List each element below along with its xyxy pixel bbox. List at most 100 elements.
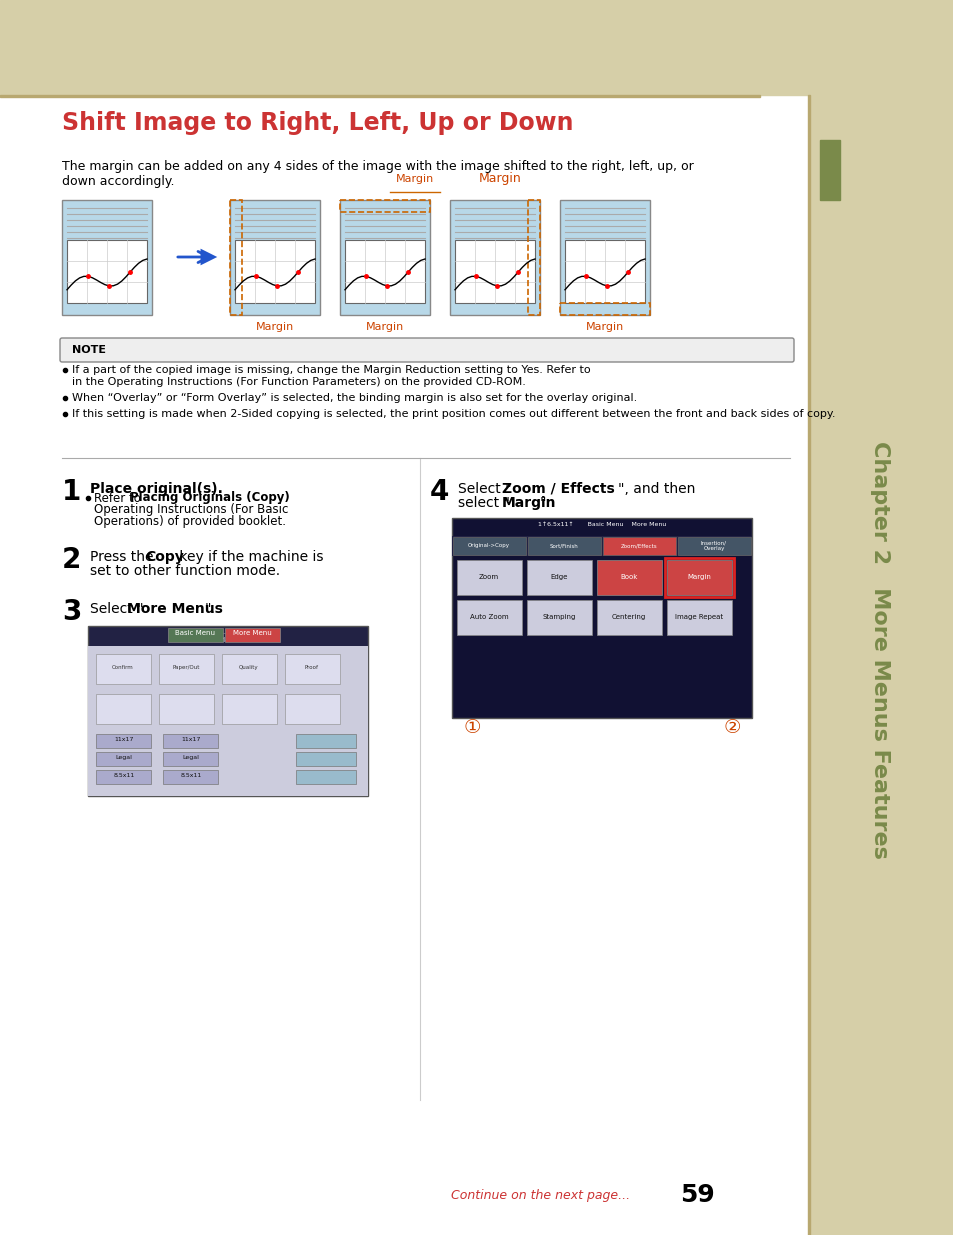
Text: 8.5x11: 8.5x11 bbox=[180, 773, 201, 778]
Bar bbox=[527, 200, 539, 315]
Text: Proof: Proof bbox=[305, 664, 318, 671]
Text: Paper/Out: Paper/Out bbox=[172, 664, 199, 671]
Text: Placing Originals (Copy): Placing Originals (Copy) bbox=[130, 492, 290, 505]
Bar bbox=[159, 694, 213, 724]
Text: 11x17: 11x17 bbox=[114, 737, 133, 742]
Bar bbox=[163, 769, 218, 784]
Text: Quality: Quality bbox=[239, 664, 258, 671]
Bar bbox=[664, 558, 733, 597]
Text: More Menus: More Menus bbox=[127, 601, 223, 616]
Bar bbox=[295, 769, 355, 784]
Text: 1↑6.5x11↑       Basic Menu    More Menu: 1↑6.5x11↑ Basic Menu More Menu bbox=[537, 522, 665, 527]
Text: The margin can be added on any 4 sides of the image with the image shifted to th: The margin can be added on any 4 sides o… bbox=[62, 161, 693, 188]
Bar bbox=[163, 752, 218, 766]
Text: Original->Copy: Original->Copy bbox=[468, 543, 510, 548]
Bar bbox=[67, 240, 147, 303]
Text: Edge: Edge bbox=[550, 574, 567, 580]
Text: Operating Instructions (For Basic: Operating Instructions (For Basic bbox=[94, 504, 288, 516]
Text: Margin: Margin bbox=[366, 322, 404, 332]
Text: Select ": Select " bbox=[457, 482, 511, 496]
Text: Operations) of provided booklet.: Operations) of provided booklet. bbox=[94, 515, 286, 529]
Bar bbox=[96, 734, 151, 748]
Bar bbox=[339, 200, 430, 212]
Text: Margin: Margin bbox=[255, 322, 294, 332]
Bar bbox=[295, 734, 355, 748]
Bar bbox=[526, 600, 592, 635]
Text: Continue on the next page...: Continue on the next page... bbox=[451, 1188, 629, 1202]
Text: Book: Book bbox=[619, 574, 637, 580]
Text: NOTE: NOTE bbox=[71, 345, 106, 354]
Text: key if the machine is: key if the machine is bbox=[174, 550, 323, 564]
Text: Select ": Select " bbox=[90, 601, 144, 616]
Text: Legal: Legal bbox=[115, 755, 132, 760]
Bar bbox=[62, 200, 152, 315]
Text: set to other function mode.: set to other function mode. bbox=[90, 564, 280, 578]
Bar bbox=[564, 240, 644, 303]
Bar bbox=[96, 752, 151, 766]
Bar bbox=[339, 200, 430, 315]
Bar bbox=[678, 537, 750, 555]
Bar bbox=[807, 95, 809, 1235]
Bar bbox=[597, 600, 661, 635]
Text: ".: ". bbox=[205, 601, 215, 616]
Bar bbox=[453, 537, 525, 555]
Text: Margin: Margin bbox=[478, 172, 521, 185]
Bar bbox=[527, 537, 600, 555]
Text: Zoom/Effects: Zoom/Effects bbox=[620, 543, 657, 548]
Text: If a part of the copied image is missing, change the Margin Reduction setting to: If a part of the copied image is missing… bbox=[71, 366, 594, 375]
Text: 1↑6.5x11↑: 1↑6.5x11↑ bbox=[208, 629, 248, 635]
Bar bbox=[163, 734, 218, 748]
Bar bbox=[230, 200, 242, 315]
Text: ".: ". bbox=[539, 496, 550, 510]
Bar bbox=[222, 655, 276, 684]
Text: Plain: Plain bbox=[219, 637, 236, 643]
Bar bbox=[159, 655, 213, 684]
Text: 1: 1 bbox=[62, 478, 81, 506]
Text: ", and then: ", and then bbox=[618, 482, 695, 496]
Bar bbox=[285, 694, 339, 724]
Text: Confirm: Confirm bbox=[112, 664, 133, 671]
FancyBboxPatch shape bbox=[60, 338, 793, 362]
Text: select ": select " bbox=[457, 496, 510, 510]
Text: 59: 59 bbox=[679, 1183, 714, 1207]
Bar bbox=[225, 629, 280, 642]
Text: 2: 2 bbox=[62, 546, 81, 574]
Bar bbox=[88, 626, 368, 797]
Bar bbox=[285, 655, 339, 684]
Text: Basic Menu: Basic Menu bbox=[174, 630, 214, 636]
Bar bbox=[96, 655, 151, 684]
FancyArrowPatch shape bbox=[174, 248, 217, 266]
Text: Chapter 2   More Menus Features: Chapter 2 More Menus Features bbox=[869, 441, 889, 858]
Bar bbox=[0, 0, 953, 95]
Bar bbox=[230, 200, 319, 315]
Text: Margin: Margin bbox=[395, 174, 434, 184]
Text: Centering: Centering bbox=[611, 614, 645, 620]
Text: Stamping: Stamping bbox=[541, 614, 575, 620]
Bar bbox=[345, 240, 424, 303]
Bar bbox=[88, 646, 368, 797]
Bar bbox=[526, 559, 592, 595]
Text: Place original(s).: Place original(s). bbox=[90, 482, 223, 496]
Text: 11x17: 11x17 bbox=[181, 737, 200, 742]
Text: Copy: Copy bbox=[145, 550, 184, 564]
Text: Auto Zoom: Auto Zoom bbox=[469, 614, 508, 620]
Text: 4: 4 bbox=[430, 478, 449, 506]
Text: Image Repeat: Image Repeat bbox=[674, 614, 722, 620]
Text: 3: 3 bbox=[62, 598, 81, 626]
Bar bbox=[295, 752, 355, 766]
Text: When “Overlay” or “Form Overlay” is selected, the binding margin is also set for: When “Overlay” or “Form Overlay” is sele… bbox=[71, 393, 637, 403]
Text: Zoom: Zoom bbox=[478, 574, 498, 580]
Bar bbox=[602, 537, 676, 555]
Text: More Menu: More Menu bbox=[233, 630, 271, 636]
Bar bbox=[820, 140, 840, 200]
Bar bbox=[450, 200, 539, 315]
Bar bbox=[222, 694, 276, 724]
Bar bbox=[559, 200, 649, 315]
Bar bbox=[597, 559, 661, 595]
Bar bbox=[96, 694, 151, 724]
Text: in the Operating Instructions (For Function Parameters) on the provided CD-ROM.: in the Operating Instructions (For Funct… bbox=[71, 377, 525, 387]
Bar bbox=[0, 95, 760, 98]
Text: If this setting is made when 2-Sided copying is selected, the print position com: If this setting is made when 2-Sided cop… bbox=[71, 409, 835, 419]
Bar bbox=[452, 517, 751, 718]
Bar bbox=[456, 559, 521, 595]
